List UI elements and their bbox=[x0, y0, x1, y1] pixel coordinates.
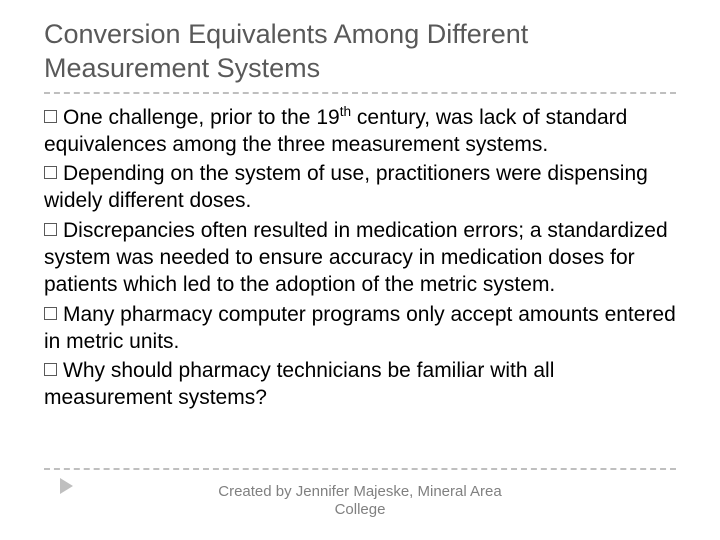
checkbox-icon bbox=[44, 363, 57, 376]
bullet-text: Depending on the system of use, practiti… bbox=[44, 162, 648, 212]
page-title: Conversion Equivalents Among Different M… bbox=[44, 18, 676, 86]
footer-divider bbox=[44, 468, 676, 470]
bullet-text-pre: One challenge, prior to the 19 bbox=[63, 106, 340, 129]
bullet-text: Discrepancies often resulted in medicati… bbox=[44, 219, 668, 297]
bullet-item: Many pharmacy computer programs only acc… bbox=[44, 301, 676, 356]
checkbox-icon bbox=[44, 223, 57, 236]
bullet-text: Many pharmacy computer programs only acc… bbox=[44, 303, 676, 353]
footer-text: Created by Jennifer Majeske, Mineral Are… bbox=[210, 483, 510, 521]
slide: Conversion Equivalents Among Different M… bbox=[0, 0, 720, 540]
title-divider bbox=[44, 92, 676, 94]
bullet-item: One challenge, prior to the 19th century… bbox=[44, 104, 676, 159]
bullet-item: Why should pharmacy technicians be famil… bbox=[44, 357, 676, 412]
checkbox-icon bbox=[44, 110, 57, 123]
footer: Created by Jennifer Majeske, Mineral Are… bbox=[0, 483, 720, 521]
bullet-item: Depending on the system of use, practiti… bbox=[44, 160, 676, 215]
checkbox-icon bbox=[44, 166, 57, 179]
bullet-superscript: th bbox=[340, 104, 351, 119]
checkbox-icon bbox=[44, 307, 57, 320]
bullet-item: Discrepancies often resulted in medicati… bbox=[44, 217, 676, 299]
body-text: One challenge, prior to the 19th century… bbox=[44, 104, 676, 412]
bullet-text: Why should pharmacy technicians be famil… bbox=[44, 359, 554, 409]
